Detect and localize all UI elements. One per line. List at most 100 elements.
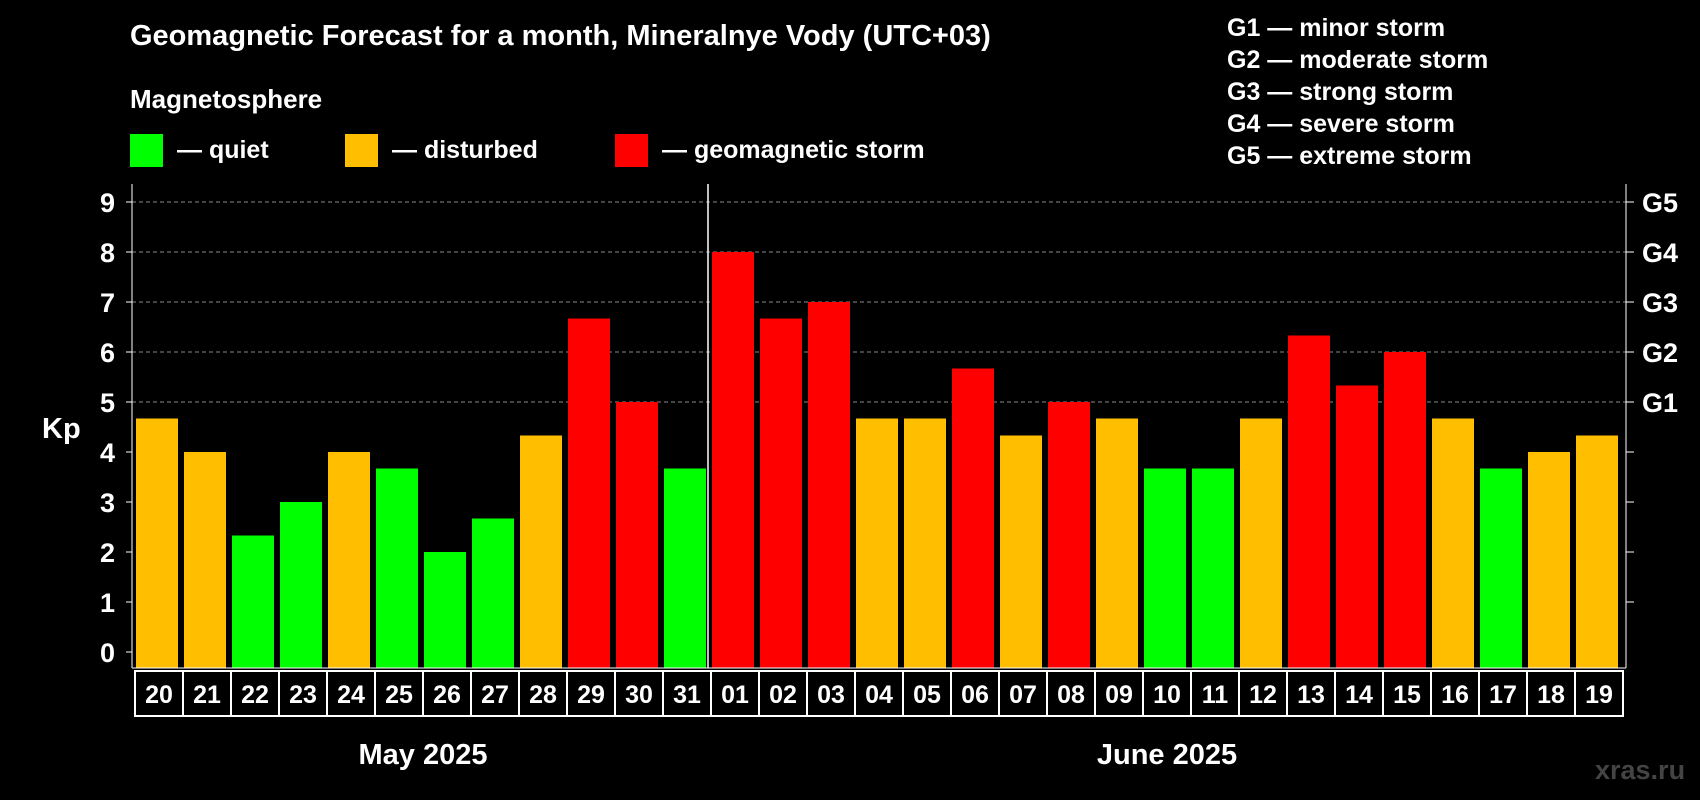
right-tick-label-g4: G4 <box>1642 238 1678 268</box>
watermark: xras.ru <box>1595 755 1686 785</box>
bar-14 <box>1336 385 1378 668</box>
y-tick-label-9: 9 <box>100 188 115 218</box>
y-tick-label-6: 6 <box>100 338 115 368</box>
bar-25 <box>376 468 418 668</box>
x-tick-label-10: 10 <box>1153 681 1181 709</box>
storm-scale-g2: G2 — moderate storm <box>1227 46 1489 74</box>
chart-title: Geomagnetic Forecast for a month, Minera… <box>130 20 991 52</box>
legend-label-disturbed: — disturbed <box>392 135 538 164</box>
y-tick-label-1: 1 <box>100 588 115 618</box>
bar-09 <box>1096 418 1138 668</box>
x-tick-label-31: 31 <box>673 681 701 709</box>
legend-item-quiet: — quiet <box>130 132 269 168</box>
storm-scale-list: G1 — minor storm G2 — moderate storm G3 … <box>1227 12 1488 172</box>
x-tick-label-03: 03 <box>817 681 845 709</box>
month-label-0: May 2025 <box>359 739 488 771</box>
bar-19 <box>1576 435 1618 668</box>
y-axis-label: Kp <box>42 413 81 445</box>
bar-27 <box>472 518 514 668</box>
right-tick-label-g5: G5 <box>1642 188 1678 218</box>
right-tick-label-g2: G2 <box>1642 338 1678 368</box>
bar-08 <box>1048 402 1090 668</box>
x-tick-label-30: 30 <box>625 681 653 709</box>
x-tick-label-20: 20 <box>145 681 173 709</box>
bar-16 <box>1432 418 1474 668</box>
bar-10 <box>1144 468 1186 668</box>
y-tick-label-3: 3 <box>100 488 115 518</box>
bar-30 <box>616 402 658 668</box>
x-tick-label-23: 23 <box>289 681 317 709</box>
x-tick-label-08: 08 <box>1057 681 1085 709</box>
x-tick-label-04: 04 <box>865 681 893 709</box>
bar-12 <box>1240 418 1282 668</box>
bar-02 <box>760 318 802 668</box>
bar-17 <box>1480 468 1522 668</box>
bar-07 <box>1000 435 1042 668</box>
x-tick-label-18: 18 <box>1537 681 1565 709</box>
x-tick-label-17: 17 <box>1489 681 1517 709</box>
bar-01 <box>712 252 754 668</box>
bar-24 <box>328 452 370 668</box>
bar-31 <box>664 468 706 668</box>
x-tick-label-05: 05 <box>913 681 941 709</box>
x-tick-label-01: 01 <box>721 681 749 709</box>
bar-26 <box>424 552 466 668</box>
storm-scale-g3: G3 — strong storm <box>1227 78 1454 106</box>
right-tick-label-g3: G3 <box>1642 288 1678 318</box>
y-tick-label-5: 5 <box>100 388 115 418</box>
x-tick-label-22: 22 <box>241 681 269 709</box>
y-tick-label-4: 4 <box>100 438 115 468</box>
x-tick-label-02: 02 <box>769 681 797 709</box>
legend-item-disturbed: — disturbed <box>345 132 538 168</box>
right-tick-label-g1: G1 <box>1642 388 1678 418</box>
date-label-frame <box>134 670 1624 717</box>
x-tick-label-06: 06 <box>961 681 989 709</box>
bar-15 <box>1384 352 1426 668</box>
x-tick-label-14: 14 <box>1345 681 1373 709</box>
legend-item-storm: — geomagnetic storm <box>615 132 925 168</box>
y-tick-label-8: 8 <box>100 238 115 268</box>
bar-21 <box>184 452 226 668</box>
bar-05 <box>904 418 946 668</box>
storm-scale-g1: G1 — minor storm <box>1227 14 1446 42</box>
x-tick-label-28: 28 <box>529 681 557 709</box>
bar-06 <box>952 368 994 668</box>
x-tick-label-27: 27 <box>481 681 509 709</box>
x-tick-label-11: 11 <box>1202 681 1229 709</box>
y-tick-label-0: 0 <box>100 638 115 668</box>
bar-28 <box>520 435 562 668</box>
storm-scale-g5: G5 — extreme storm <box>1227 142 1472 170</box>
bar-11 <box>1192 468 1234 668</box>
storm-scale-g4: G4 — severe storm <box>1227 110 1455 138</box>
bar-20 <box>136 418 178 668</box>
x-tick-label-21: 21 <box>193 681 221 709</box>
x-tick-label-13: 13 <box>1297 681 1325 709</box>
legend-swatch-storm <box>615 133 648 167</box>
x-tick-label-26: 26 <box>433 681 461 709</box>
bar-18 <box>1528 452 1570 668</box>
legend-swatch-quiet <box>130 133 163 167</box>
legend-label-storm: — geomagnetic storm <box>662 135 925 164</box>
bar-13 <box>1288 335 1330 668</box>
chart-subtitle: Magnetosphere <box>130 84 323 114</box>
x-tick-label-16: 16 <box>1441 681 1469 709</box>
legend-label-quiet: — quiet <box>177 135 269 164</box>
bar-03 <box>808 302 850 668</box>
x-tick-label-09: 09 <box>1105 681 1133 709</box>
x-tick-label-25: 25 <box>385 681 413 709</box>
bar-29 <box>568 318 610 668</box>
x-tick-label-12: 12 <box>1249 681 1277 709</box>
legend-swatch-disturbed <box>345 133 378 167</box>
y-tick-label-2: 2 <box>100 538 115 568</box>
bar-23 <box>280 502 322 668</box>
x-tick-label-15: 15 <box>1393 681 1421 709</box>
x-tick-label-19: 19 <box>1585 681 1613 709</box>
y-tick-label-7: 7 <box>100 288 115 318</box>
x-tick-label-24: 24 <box>337 681 365 709</box>
bar-04 <box>856 418 898 668</box>
x-tick-label-29: 29 <box>577 681 605 709</box>
x-tick-label-07: 07 <box>1009 681 1037 709</box>
bar-22 <box>232 535 274 668</box>
month-label-1: June 2025 <box>1097 739 1237 771</box>
